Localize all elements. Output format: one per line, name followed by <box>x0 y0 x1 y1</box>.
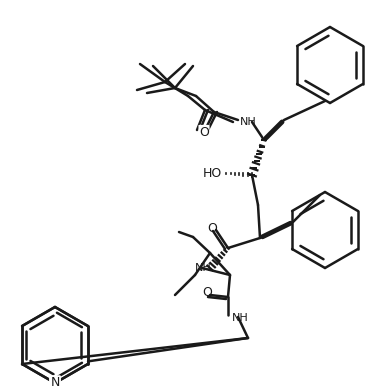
Text: HO: HO <box>203 167 222 180</box>
Text: O: O <box>202 287 212 299</box>
Text: NH: NH <box>240 117 257 127</box>
Text: NH: NH <box>232 313 249 323</box>
Text: O: O <box>207 221 217 234</box>
Text: N: N <box>50 376 60 390</box>
Text: NH: NH <box>195 263 212 273</box>
Text: O: O <box>199 125 209 138</box>
